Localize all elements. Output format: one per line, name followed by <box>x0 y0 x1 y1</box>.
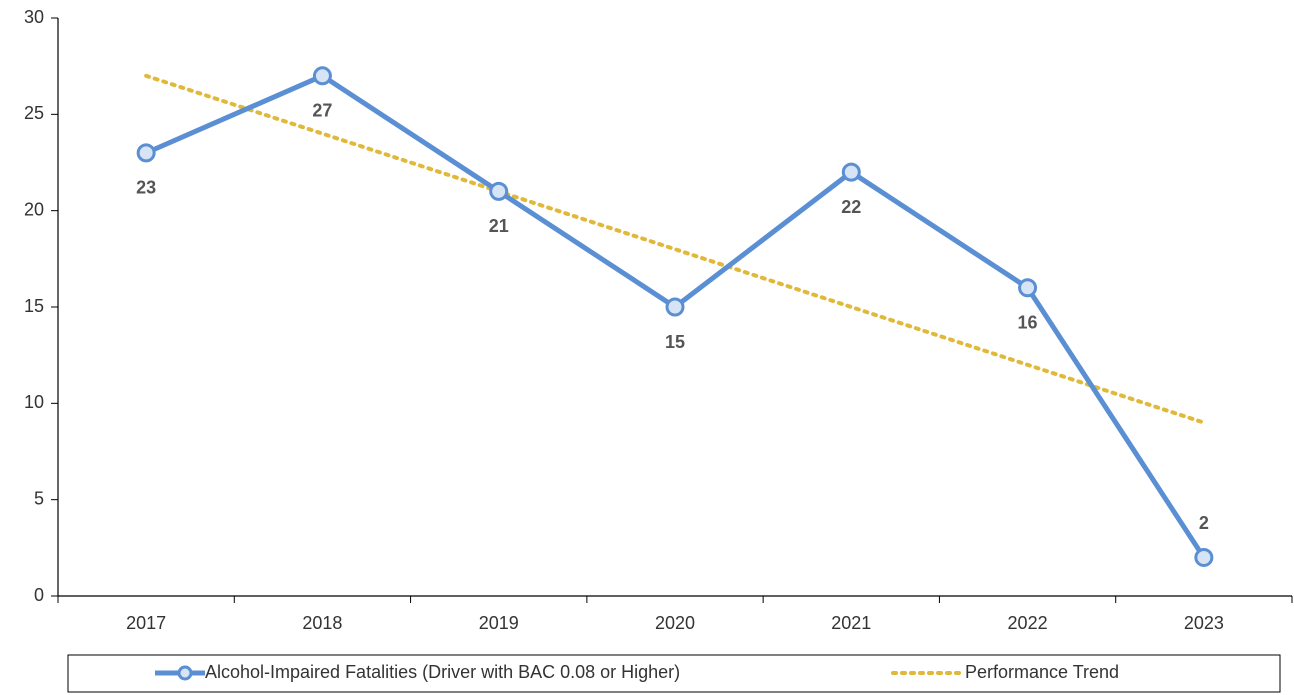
y-tick-label: 25 <box>24 103 44 123</box>
data-label: 23 <box>136 178 156 198</box>
x-tick-label: 2022 <box>1008 613 1048 633</box>
marker <box>841 162 861 182</box>
y-tick-label: 10 <box>24 392 44 412</box>
marker <box>1018 278 1038 298</box>
data-label: 27 <box>312 101 332 121</box>
marker <box>136 143 156 163</box>
y-tick-label: 5 <box>34 488 44 508</box>
marker <box>665 297 685 317</box>
legend-label: Alcohol-Impaired Fatalities (Driver with… <box>205 662 680 682</box>
legend-marker <box>177 665 193 681</box>
y-tick-label: 15 <box>24 296 44 316</box>
data-label: 16 <box>1018 312 1038 332</box>
data-label: 22 <box>841 197 861 217</box>
y-tick-label: 20 <box>24 199 44 219</box>
y-tick-label: 0 <box>34 585 44 605</box>
data-label: 21 <box>489 216 509 236</box>
y-tick-label: 30 <box>24 7 44 27</box>
x-tick-label: 2017 <box>126 613 166 633</box>
marker <box>489 181 509 201</box>
data-label: 15 <box>665 332 685 352</box>
x-tick-label: 2020 <box>655 613 695 633</box>
marker <box>312 66 332 86</box>
x-tick-label: 2023 <box>1184 613 1224 633</box>
series-line <box>145 73 1206 559</box>
legend-box <box>67 654 1281 693</box>
series-line <box>144 73 1206 425</box>
legend-label: Performance Trend <box>965 662 1119 682</box>
x-tick-label: 2018 <box>302 613 342 633</box>
marker <box>1194 547 1214 567</box>
x-tick-label: 2021 <box>831 613 871 633</box>
data-label: 2 <box>1199 513 1209 533</box>
x-tick-label: 2019 <box>479 613 519 633</box>
